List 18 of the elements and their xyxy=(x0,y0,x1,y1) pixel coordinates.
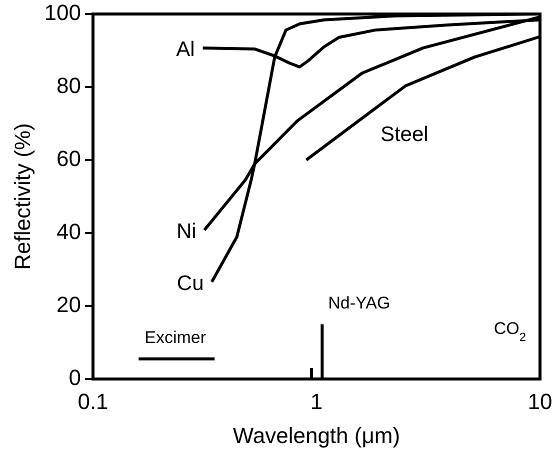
x-tick-label: 0.1 xyxy=(78,389,108,414)
y-tick-label: 20 xyxy=(56,292,81,317)
series-label: Cu xyxy=(176,272,204,295)
series-label: Al xyxy=(176,38,195,61)
x-axis-title: Wavelength (μm) xyxy=(232,423,400,448)
series-label: Steel xyxy=(380,122,428,146)
y-axis-title: Reflectivity (%) xyxy=(10,123,35,270)
annotation: Nd-YAG xyxy=(328,293,390,312)
y-tick-label: 0 xyxy=(68,364,81,390)
annotation: CO$_{2}$ xyxy=(494,319,526,344)
y-tick-label: 40 xyxy=(56,218,81,244)
x-tick-label: 1 xyxy=(310,389,323,414)
y-tick-label: 100 xyxy=(44,0,81,25)
annotation: Excimer xyxy=(144,328,206,347)
y-tick-label: 60 xyxy=(56,146,81,171)
x-tick-label: 10 xyxy=(528,389,552,414)
series-label: Ni xyxy=(176,220,196,244)
y-tick-label: 80 xyxy=(56,72,81,98)
